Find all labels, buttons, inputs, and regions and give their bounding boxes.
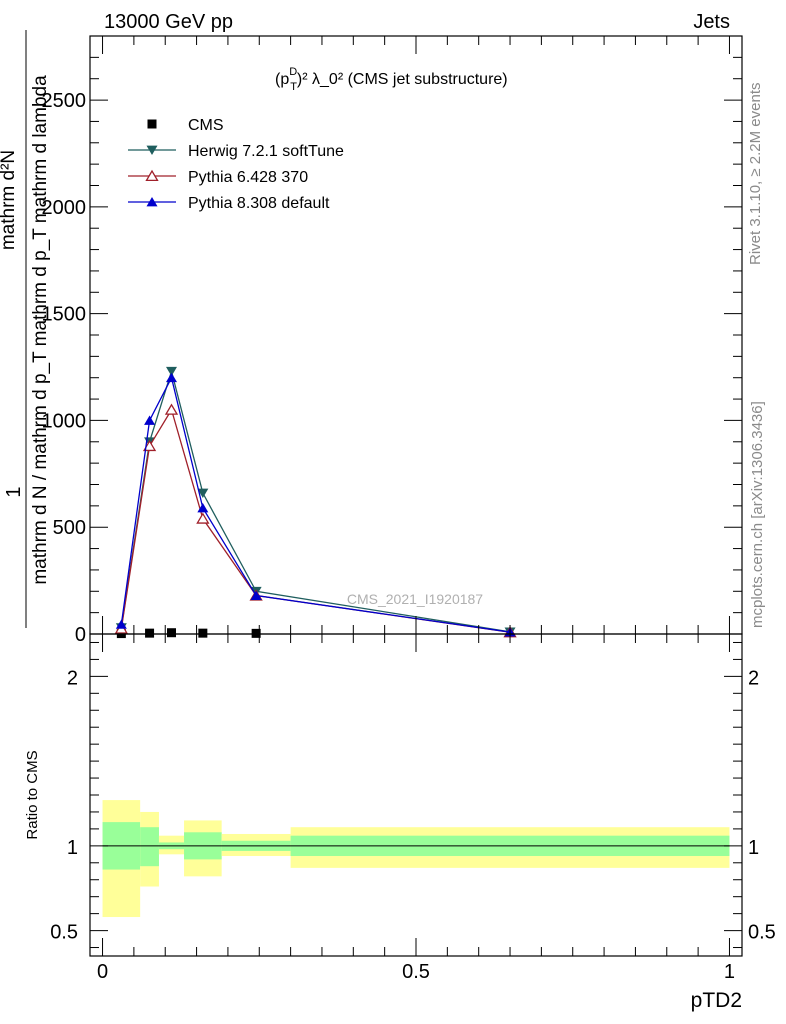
main-x-ticks [102,36,730,634]
header-energy-label: 13000 GeV pp [104,11,233,33]
mcplots-label: mcplots.cern.ch [arXiv:1306.3436] [749,401,766,628]
main-y-ticks: 0 500 1000 1500 2000 2500 [42,56,742,646]
data-point-pythia-8-308-default [166,372,177,383]
legend-marker-pythia-6-428-370 [145,169,159,182]
data-point-cms [145,628,155,638]
y-label-numerator: 1 [3,486,25,497]
data-point-cms [167,628,176,638]
y-tick-label: 1500 [42,304,87,326]
ratio-y-tick-label: 1 [67,837,78,859]
y-label-denominator: mathrm d N / mathrm d p_T mathrm d p_T m… [30,75,51,585]
data-point-pythia-8-308-default [250,590,262,600]
main-plot-series [114,366,517,639]
legend-marker-pythia-8-308-default [146,197,158,207]
data-point-cms [251,628,261,638]
header-process-label: Jets [693,11,730,33]
main-title-sub: T [290,81,297,93]
main-title: (pD T)² λ_0² (CMS jet substructure) [275,66,508,93]
ratio-y-tick-label: 2 [67,667,78,689]
legend-label-cms: CMS [188,117,224,134]
x-tick-label: 1 [724,961,735,983]
y-tick-label: 1000 [42,410,87,432]
y-label-second-numerator: mathrm d²N [0,150,19,250]
data-point-pythia-6-428-370 [142,439,157,452]
legend-marker-herwig-7-2-1-softtune [146,145,158,155]
y-tick-label: 0 [75,624,86,646]
data-point-cms [198,628,208,638]
ratio-y-axis-label: Ratio to CMS [24,750,41,839]
ratio-y-tick-label-right: 0.5 [748,922,776,944]
legend-label-pythia-8-308-default: Pythia 8.308 default [188,195,330,212]
y-tick-label: 500 [53,517,86,539]
y-tick-label: 2000 [42,197,87,219]
data-point-pythia-8-308-default [144,415,156,425]
legend: CMS Herwig 7.2.1 softTune Pythia 6.428 370… [128,117,344,212]
ratio-y-ticks: 0.5 0.5 1 1 2 2 [50,641,776,949]
main-watermark: CMS_2021_I1920187 [347,591,483,607]
data-point-herwig-7-2-1-softtune [197,488,209,498]
ratio-y-tick-label: 0.5 [50,922,78,944]
main-title-tail: )² λ_0² (CMS jet substructure) [297,71,508,88]
data-point-herwig-7-2-1-softtune [166,366,177,377]
legend-label-herwig-7-2-1-softtune: Herwig 7.2.1 softTune [188,143,344,160]
y-tick-label: 2500 [42,90,87,112]
rivet-version-label: Rivet 3.1.10, ≥ 2.2M events [747,83,764,266]
ratio-band-stat [140,827,159,867]
ratio-bands [102,800,730,918]
main-title-sup: D [289,66,297,78]
ratio-panel: 0.5 0.51 12 2 0 0.5 1 Ratio to CMS pTD2 [24,633,776,1012]
x-tick-label: 0 [97,961,108,983]
ratio-y-tick-label-right: 2 [748,667,759,689]
ratio-y-tick-label-right: 1 [748,837,759,859]
data-point-pythia-8-308-default [197,503,209,513]
data-point-pythia-6-428-370 [196,512,210,524]
main-y-axis-label: 1 mathrm d N / mathrm d p_T mathrm d p_T… [0,30,51,628]
series-line-pythia-8-308-default [120,375,511,633]
x-axis-label: pTD2 [691,989,742,1012]
data-point-pythia-8-308-default [115,619,127,629]
legend-label-pythia-6-428-370: Pythia 6.428 370 [188,169,308,186]
data-point-pythia-6-428-370 [164,403,179,415]
x-tick-label: 0.5 [402,961,430,983]
ratio-plot-frame [89,633,743,957]
main-title-base: (p [275,71,289,88]
ratio-x-ticks: 0 0.5 1 [97,634,735,983]
legend-marker-cms [147,119,157,129]
main-panel: CMS_2021_I1920187 0 500 1000 1500 2000 2500 (… [0,30,743,646]
